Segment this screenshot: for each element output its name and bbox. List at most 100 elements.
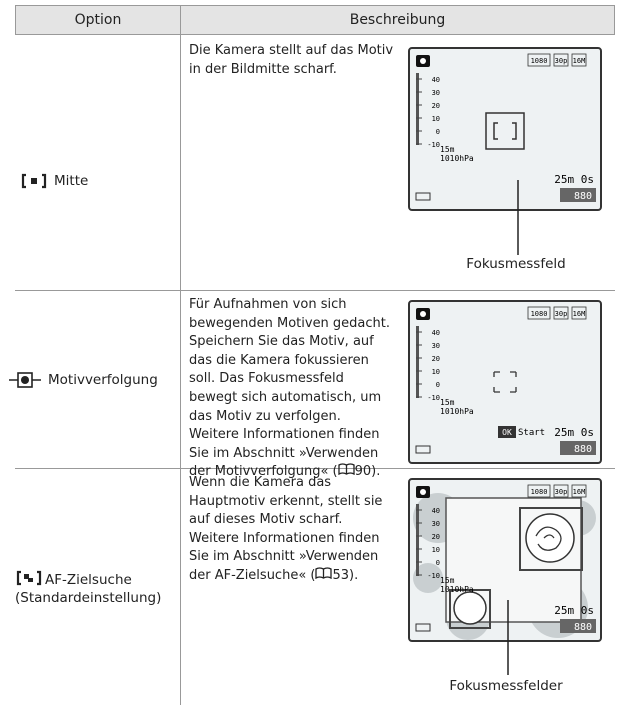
status-box [571, 484, 587, 498]
status-icon: 16M [573, 57, 586, 65]
scale-label: 0 [436, 559, 440, 567]
caption: Fokusmessfelder [449, 678, 563, 694]
status-box [571, 306, 587, 320]
row-divider [15, 468, 615, 469]
flower [453, 591, 487, 625]
mode-icon-lens [420, 489, 426, 495]
remaining-time: 25m 0s [554, 426, 594, 439]
column-divider [180, 35, 181, 705]
description: Für Aufnahmen von sich bewegenden Motive… [189, 296, 394, 482]
status-box [553, 53, 569, 67]
description-text: Für Aufnahmen von sich bewegenden Motive… [189, 297, 391, 480]
scale-label: 40 [432, 76, 440, 84]
option-text: Mitte [54, 173, 89, 189]
mode-icon-lens [420, 311, 426, 317]
scale-label: -10 [427, 572, 440, 580]
focus-area [449, 589, 491, 629]
callout-line [507, 600, 509, 675]
status-box [571, 53, 587, 67]
status-box [527, 306, 551, 320]
option: Motivverfolgung [8, 371, 166, 389]
screen-frame [408, 300, 602, 464]
count-box [560, 619, 596, 633]
status-box [553, 484, 569, 498]
option-icon [21, 173, 47, 189]
scale-label: 40 [432, 507, 440, 515]
book-icon [337, 463, 355, 476]
header-text: Beschreibung [349, 12, 446, 28]
flower [525, 513, 575, 563]
scale-label: 0 [436, 381, 440, 389]
status-box [553, 306, 569, 320]
focus-bracket [493, 122, 517, 140]
option-icon [16, 570, 42, 586]
description: Wenn die Kamera das Hauptmotiv erkennt, … [189, 474, 394, 586]
status-icon: 16M [573, 310, 586, 318]
shot-count: 880 [574, 191, 592, 202]
scale-bar [416, 73, 419, 145]
battery-icon [415, 623, 431, 632]
header-text: Option [74, 12, 122, 28]
row-divider [15, 290, 615, 291]
altitude: 15m [440, 576, 455, 585]
description: Die Kamera stellt auf das Motiv in der B… [189, 42, 394, 79]
option-text: AF-Zielsuche (Standardeinstellung) [15, 572, 162, 606]
background-leaf [413, 563, 443, 593]
start-label: Start [518, 428, 545, 438]
count-box [560, 188, 596, 202]
scale-label: 10 [432, 115, 440, 123]
scale-label: 30 [432, 89, 440, 97]
battery-icon [415, 445, 431, 454]
status-icon: 30p [555, 488, 568, 496]
remaining-time: 25m 0s [554, 604, 594, 617]
ok-box [498, 426, 516, 438]
shot-count: 880 [574, 622, 592, 633]
description-text: Wenn die Kamera das Hauptmotiv erkennt, … [189, 475, 383, 583]
scale-label: 20 [432, 355, 440, 363]
description-text: Die Kamera stellt auf das Motiv in der B… [189, 43, 394, 77]
status-icon: 30p [555, 57, 568, 65]
scale-label: -10 [427, 141, 440, 149]
book-icon [315, 567, 333, 580]
altitude: 15m [440, 145, 455, 154]
scale-label: 10 [432, 368, 440, 376]
focus-area [519, 507, 583, 571]
option: AF-Zielsuche (Standardeinstellung) [15, 570, 173, 607]
scale-label: 10 [432, 546, 440, 554]
status-box [527, 53, 551, 67]
callout-line [517, 180, 519, 255]
scale-label: 30 [432, 342, 440, 350]
focus-frame [485, 112, 525, 150]
status-icon: 30p [555, 310, 568, 318]
scale-label: 20 [432, 102, 440, 110]
pressure: 1010hPa [440, 154, 474, 163]
scale-label: 30 [432, 520, 440, 528]
status-icon: 1080 [531, 310, 548, 318]
status-box [527, 484, 551, 498]
scale-label: 40 [432, 329, 440, 337]
option: Mitte [20, 172, 178, 190]
scale-label: 0 [436, 128, 440, 136]
description-text: 53). [332, 567, 359, 583]
scale-bar [416, 326, 419, 398]
header-cell: Beschreibung [180, 5, 615, 35]
option-icon [9, 372, 41, 388]
ok-label: OK [502, 428, 512, 437]
status-icon: 1080 [531, 488, 548, 496]
shot-count: 880 [574, 444, 592, 455]
pressure: 1010hPa [440, 407, 474, 416]
scale-label: -10 [427, 394, 440, 402]
option-text: Motivverfolgung [48, 372, 158, 388]
header-cell: Option [15, 5, 181, 35]
status-icon: 1080 [531, 57, 548, 65]
screen-frame [408, 47, 602, 211]
scale-bar [416, 504, 419, 576]
battery-icon [415, 192, 431, 201]
scale-label: 20 [432, 533, 440, 541]
status-icon: 16M [573, 488, 586, 496]
remaining-time: 25m 0s [554, 173, 594, 186]
count-box [560, 441, 596, 455]
